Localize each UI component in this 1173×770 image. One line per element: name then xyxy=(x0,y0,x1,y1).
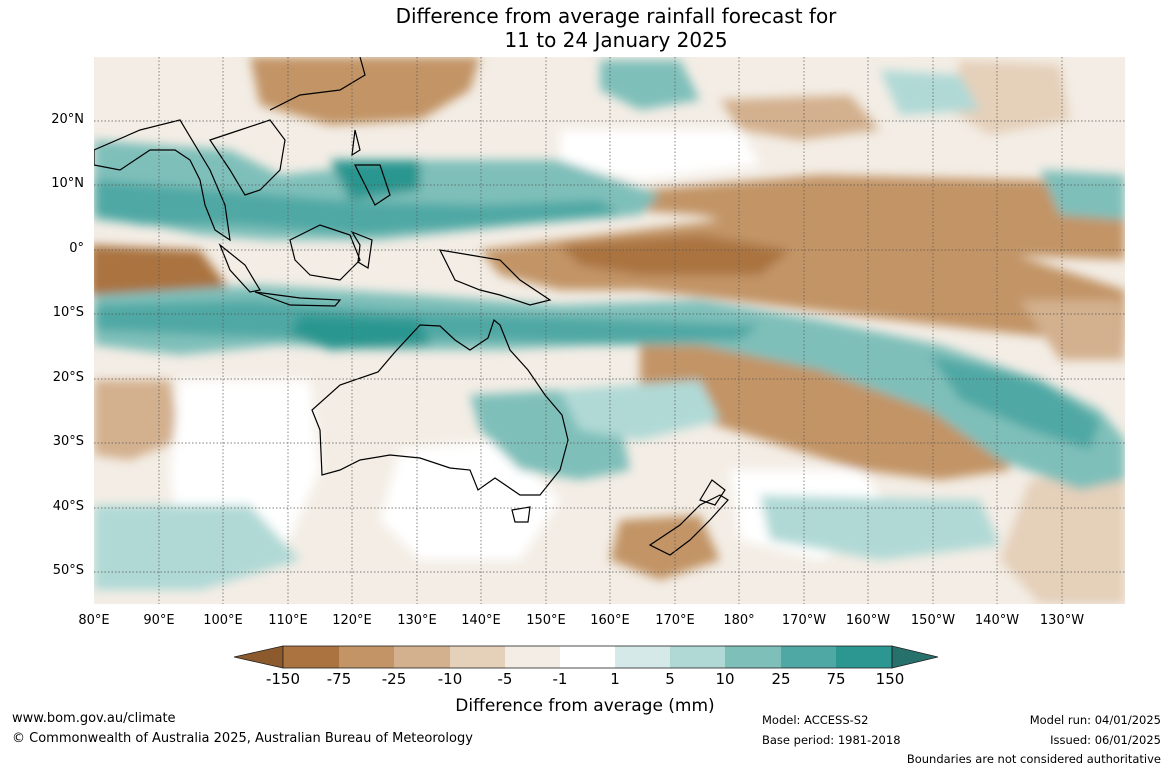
model-run-date: Model run: 04/01/2025 xyxy=(1029,713,1161,727)
base-period: Base period: 1981-2018 xyxy=(762,733,901,747)
colorbar xyxy=(233,645,939,669)
lat-label: 40°S xyxy=(52,499,84,514)
colorbar-title: Difference from average (mm) xyxy=(455,696,715,716)
colorbar-swatch xyxy=(725,646,781,668)
lon-label: 140°E xyxy=(461,613,501,628)
title-line-2: 11 to 24 January 2025 xyxy=(504,28,728,52)
anomaly-field xyxy=(94,57,1125,604)
lat-label: 20°N xyxy=(51,112,84,127)
colorbar-tick-label: -25 xyxy=(381,670,407,688)
title-line-1: Difference from average rainfall forecas… xyxy=(395,4,837,28)
lon-label: 140°W xyxy=(974,613,1020,628)
lat-label: 10°S xyxy=(52,305,84,320)
colorbar-swatch xyxy=(836,646,892,668)
lat-label: 10°N xyxy=(51,176,84,191)
lon-label: 160°W xyxy=(845,613,891,628)
colorbar-tick-label: -1 xyxy=(552,670,568,688)
lon-label: 150°E xyxy=(526,613,566,628)
lat-label: 0° xyxy=(69,241,84,256)
colorbar-max-arrow xyxy=(891,645,939,669)
graticule xyxy=(94,57,1125,604)
colorbar-tick-label: -75 xyxy=(326,670,352,688)
website-link[interactable]: www.bom.gov.au/climate xyxy=(12,711,176,726)
colorbar-tick-label: 75 xyxy=(826,670,846,688)
colorbar-min-arrow xyxy=(233,645,284,669)
lat-label: 30°S xyxy=(52,434,84,449)
issued-date: Issued: 06/01/2025 xyxy=(1050,733,1161,747)
lat-label: 50°S xyxy=(52,563,84,578)
colorbar-swatch xyxy=(781,646,836,668)
colorbar-tick-label: 25 xyxy=(771,670,791,688)
lon-label: 170°W xyxy=(781,613,827,628)
lon-label: 100°E xyxy=(203,613,243,628)
colorbar-swatch xyxy=(670,646,725,668)
colorbar-swatch xyxy=(450,646,505,668)
colorbar-swatch xyxy=(283,646,339,668)
map-title: Difference from average rainfall forecas… xyxy=(0,4,1173,52)
colorbar-swatch xyxy=(394,646,450,668)
colorbar-tick-label: 5 xyxy=(665,670,675,688)
lon-label: 80°E xyxy=(78,613,110,628)
colorbar-swatch xyxy=(615,646,670,668)
boundary-disclaimer: Boundaries are not considered authoritat… xyxy=(906,752,1161,766)
colorbar-tick-label: -10 xyxy=(437,670,463,688)
colorbar-swatch xyxy=(339,646,394,668)
lon-label: 120°E xyxy=(332,613,372,628)
colorbar-swatch xyxy=(560,646,615,668)
colorbar-swatch xyxy=(505,646,560,668)
lon-label: 130°W xyxy=(1039,613,1085,628)
colorbar-tick-label: -150 xyxy=(265,670,301,688)
lon-label: 90°E xyxy=(143,613,175,628)
lon-label: 110°E xyxy=(268,613,308,628)
lon-label: 160°E xyxy=(590,613,630,628)
model-name: Model: ACCESS-S2 xyxy=(762,713,869,727)
lon-label: 130°E xyxy=(397,613,437,628)
colorbar-tick-label: -5 xyxy=(497,670,513,688)
colorbar-tick-label: 10 xyxy=(715,670,735,688)
lon-label: 150°W xyxy=(910,613,956,628)
coastlines xyxy=(94,57,729,556)
copyright-text: © Commonwealth of Australia 2025, Austra… xyxy=(12,731,473,746)
colorbar-tick-label: 150 xyxy=(875,670,905,688)
colorbar-tick-label: 1 xyxy=(610,670,620,688)
lon-label: 170°E xyxy=(655,613,695,628)
lat-label: 20°S xyxy=(52,370,84,385)
lon-label: 180° xyxy=(723,613,755,628)
